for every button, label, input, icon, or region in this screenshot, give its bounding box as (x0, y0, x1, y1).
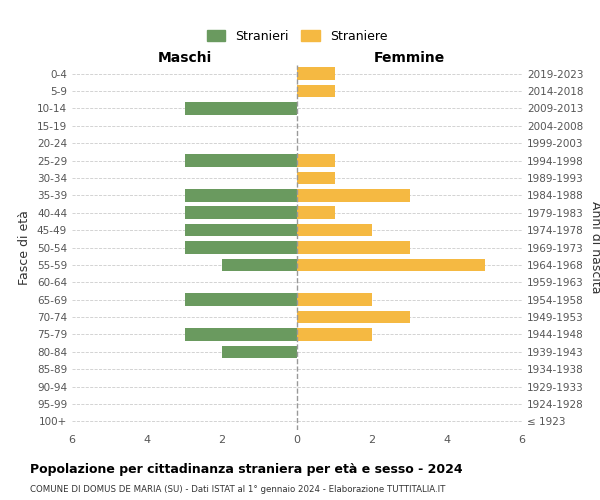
Bar (297, 85, 335, 98)
Text: Popolazione per cittadinanza straniera per età e sesso - 2024: Popolazione per cittadinanza straniera p… (30, 462, 463, 475)
Bar (185, 206, 297, 219)
Bar (297, 206, 335, 219)
Text: Maschi: Maschi (157, 51, 212, 65)
Bar (297, 241, 409, 254)
Legend: Stranieri, Straniere: Stranieri, Straniere (204, 28, 390, 46)
Bar (297, 68, 335, 80)
Bar (185, 102, 297, 115)
Bar (297, 258, 485, 271)
Bar (222, 346, 297, 358)
Text: Femmine: Femmine (374, 51, 445, 65)
Text: COMUNE DI DOMUS DE MARIA (SU) - Dati ISTAT al 1° gennaio 2024 - Elaborazione TUT: COMUNE DI DOMUS DE MARIA (SU) - Dati IST… (30, 485, 445, 494)
Bar (185, 154, 297, 167)
Bar (297, 294, 372, 306)
Bar (185, 241, 297, 254)
Bar (185, 294, 297, 306)
Bar (297, 311, 409, 324)
Bar (297, 154, 335, 167)
Bar (185, 189, 297, 202)
Y-axis label: Fasce di età: Fasce di età (19, 210, 31, 285)
Bar (297, 189, 409, 202)
Bar (222, 258, 297, 271)
Bar (185, 224, 297, 236)
Bar (297, 328, 372, 340)
Bar (297, 224, 372, 236)
Y-axis label: Anni di nascita: Anni di nascita (589, 201, 600, 294)
Bar (297, 172, 335, 184)
Bar (185, 328, 297, 340)
